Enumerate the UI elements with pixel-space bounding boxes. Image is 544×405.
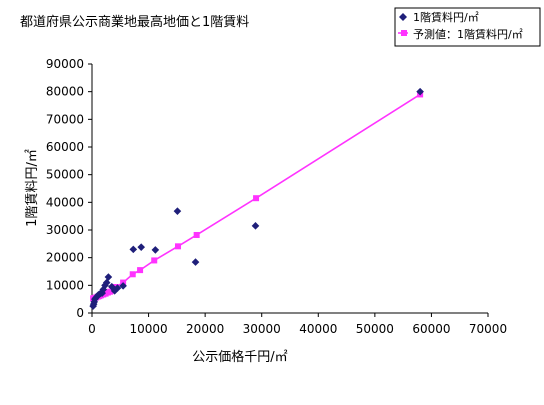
x-axis-tick-label: 60000 xyxy=(412,322,450,336)
legend-item-actual: 1階賃料円/㎡ xyxy=(399,10,479,24)
legend-box xyxy=(394,7,541,47)
x-axis-tick-label: 30000 xyxy=(243,322,281,336)
x-axis-ticks: 0 10000 20000 30000 40000 50000 60000 70000 xyxy=(88,313,507,336)
predicted-point xyxy=(174,243,181,250)
x-axis-tick-label: 0 xyxy=(88,322,96,336)
diamond-icon xyxy=(399,13,407,21)
x-axis-tick-label: 50000 xyxy=(356,322,394,336)
actual-point xyxy=(119,282,127,290)
legend-label-predicted: 予測値：1階賃料円/㎡ xyxy=(413,27,523,41)
axis-layer: 0 10000 20000 30000 40000 50000 60000 70000 0 10… xyxy=(46,57,507,336)
legend-item-predicted: 予測値：1階賃料円/㎡ xyxy=(398,27,523,41)
actual-point xyxy=(104,273,113,281)
y-axis-tick-label: 60000 xyxy=(46,140,84,154)
y-axis-tick-label: 80000 xyxy=(46,85,84,99)
actual-point xyxy=(113,284,122,292)
y-axis-tick-label: 40000 xyxy=(46,195,84,209)
actual-point xyxy=(151,246,160,254)
actual-point xyxy=(251,222,260,230)
plot-layer xyxy=(89,87,424,310)
x-axis-tick-label: 70000 xyxy=(469,322,507,336)
actual-point xyxy=(99,285,108,294)
actual-point xyxy=(101,281,109,290)
predicted-point xyxy=(151,257,158,264)
square-icon xyxy=(401,30,407,36)
predicted-point xyxy=(129,271,136,278)
y-axis-tick-label: 50000 xyxy=(46,168,84,182)
x-axis-label: 公示価格千円/㎡ xyxy=(192,349,287,365)
y-axis-tick-label: 90000 xyxy=(46,57,84,71)
legend: 1階賃料円/㎡ 予測値：1階賃料円/㎡ xyxy=(394,7,541,47)
actual-point xyxy=(129,245,138,254)
actual-point xyxy=(416,87,424,96)
y-axis-tick-label: 30000 xyxy=(46,223,84,237)
predicted-point xyxy=(193,231,200,238)
predicted-point xyxy=(253,195,260,202)
y-axis-tick-label: 10000 xyxy=(46,278,84,292)
y-axis-tick-label: 20000 xyxy=(46,251,84,265)
x-axis-tick-label: 40000 xyxy=(299,322,337,336)
x-axis-tick-label: 20000 xyxy=(186,322,224,336)
y-axis-label: 1階賃料円/㎡ xyxy=(25,149,40,227)
y-axis-tick-label: 70000 xyxy=(46,112,84,126)
actual-point xyxy=(137,243,146,251)
y-axis-ticks: 0 10000 20000 30000 40000 50000 60000 70000 8000… xyxy=(46,57,92,320)
actual-point xyxy=(102,278,111,287)
chart-title: 都道府県公示商業地最高地価と1階賃料 xyxy=(20,14,249,30)
actual-point xyxy=(191,258,200,266)
predicted-point xyxy=(137,267,144,274)
y-axis-tick-label: 0 xyxy=(76,306,84,320)
legend-label-actual: 1階賃料円/㎡ xyxy=(413,10,479,24)
x-axis-tick-label: 10000 xyxy=(129,322,167,336)
actual-point xyxy=(173,207,182,215)
actual-series-points xyxy=(89,87,424,310)
